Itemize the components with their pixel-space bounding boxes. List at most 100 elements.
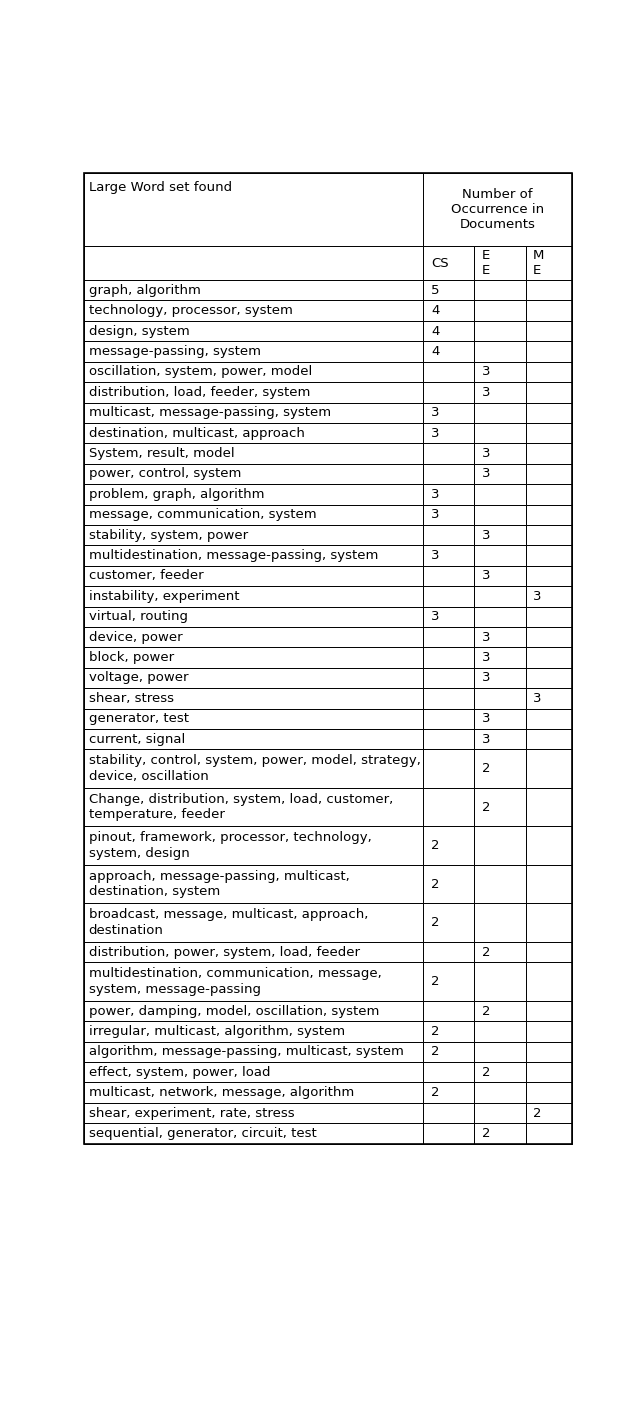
Bar [525, 1103, 572, 1124]
Bar [423, 749, 474, 788]
Bar [525, 247, 572, 281]
Bar [84, 729, 423, 749]
Bar [525, 962, 572, 1001]
Text: CS: CS [431, 257, 449, 269]
Text: multidestination, message-passing, system: multidestination, message-passing, syste… [88, 548, 378, 563]
Bar [423, 1062, 474, 1083]
Bar [84, 962, 423, 1001]
Text: 4: 4 [431, 305, 439, 317]
Bar [84, 1083, 423, 1103]
Text: 2: 2 [482, 1066, 491, 1079]
Bar [84, 826, 423, 864]
Bar [84, 525, 423, 546]
Text: voltage, power: voltage, power [88, 671, 188, 684]
Bar [474, 1124, 525, 1144]
Text: block, power: block, power [88, 651, 173, 664]
Text: 4: 4 [431, 324, 439, 337]
Bar [474, 788, 525, 826]
Bar [423, 1021, 474, 1042]
Bar [474, 647, 525, 668]
Bar [525, 826, 572, 864]
Bar [525, 587, 572, 606]
Bar [84, 423, 423, 443]
Bar [84, 281, 423, 300]
Text: 3: 3 [482, 447, 491, 460]
Bar [84, 606, 423, 627]
Bar [423, 443, 474, 464]
Text: multidestination, communication, message,
system, message-passing: multidestination, communication, message… [88, 967, 381, 995]
Bar [84, 341, 423, 362]
Bar [84, 627, 423, 647]
Bar [525, 341, 572, 362]
Bar [423, 341, 474, 362]
Bar [84, 464, 423, 484]
Bar [474, 942, 525, 962]
Text: 2: 2 [431, 839, 440, 852]
Text: 2: 2 [431, 877, 440, 891]
Bar [474, 484, 525, 505]
Bar [474, 505, 525, 525]
Bar [84, 247, 423, 281]
Bar [423, 362, 474, 382]
Bar [525, 525, 572, 546]
Text: sequential, generator, circuit, test: sequential, generator, circuit, test [88, 1127, 316, 1139]
Text: 2: 2 [482, 946, 491, 959]
Bar [84, 1001, 423, 1021]
Bar [84, 565, 423, 587]
Text: distribution, power, system, load, feeder: distribution, power, system, load, feede… [88, 946, 360, 959]
Bar [84, 942, 423, 962]
Bar [84, 382, 423, 402]
Bar [474, 1103, 525, 1124]
Bar [423, 565, 474, 587]
Bar [423, 247, 474, 281]
Bar [525, 688, 572, 709]
Bar [84, 362, 423, 382]
Text: 3: 3 [431, 406, 440, 419]
Bar [84, 904, 423, 942]
Text: oscillation, system, power, model: oscillation, system, power, model [88, 365, 312, 378]
Text: stability, control, system, power, model, strategy,
device, oscillation: stability, control, system, power, model… [88, 754, 420, 783]
Text: technology, processor, system: technology, processor, system [88, 305, 292, 317]
Text: M
E: M E [532, 250, 544, 278]
Bar [525, 546, 572, 565]
Text: Change, distribution, system, load, customer,
temperature, feeder: Change, distribution, system, load, cust… [88, 792, 393, 822]
Text: 3: 3 [431, 488, 440, 501]
Text: destination, multicast, approach: destination, multicast, approach [88, 427, 305, 440]
Bar [525, 606, 572, 627]
Text: virtual, routing: virtual, routing [88, 611, 188, 623]
Bar [474, 904, 525, 942]
Text: 3: 3 [482, 468, 491, 481]
Text: 3: 3 [482, 386, 491, 399]
Bar [423, 484, 474, 505]
Bar [525, 1062, 572, 1083]
Text: 3: 3 [482, 712, 491, 725]
Bar [525, 864, 572, 904]
Bar [84, 1062, 423, 1083]
Bar [474, 362, 525, 382]
Bar [525, 423, 572, 443]
Bar [525, 1021, 572, 1042]
Bar [84, 484, 423, 505]
Text: 2: 2 [482, 801, 491, 814]
Bar [423, 729, 474, 749]
Bar [474, 1042, 525, 1062]
Text: 2: 2 [431, 1086, 440, 1100]
Bar [525, 443, 572, 464]
Bar [525, 382, 572, 402]
Bar [84, 321, 423, 341]
Bar [474, 1083, 525, 1103]
Bar [525, 281, 572, 300]
Text: 2: 2 [482, 1127, 491, 1139]
Text: 3: 3 [482, 651, 491, 664]
Bar [474, 281, 525, 300]
Text: instability, experiment: instability, experiment [88, 589, 239, 603]
Text: 2: 2 [482, 1004, 491, 1018]
Bar [423, 546, 474, 565]
Bar [525, 464, 572, 484]
Bar [474, 402, 525, 423]
Text: Number of
Occurrence in
Documents: Number of Occurrence in Documents [451, 188, 544, 231]
Bar [474, 587, 525, 606]
Bar [423, 402, 474, 423]
Bar [474, 729, 525, 749]
Bar [474, 321, 525, 341]
